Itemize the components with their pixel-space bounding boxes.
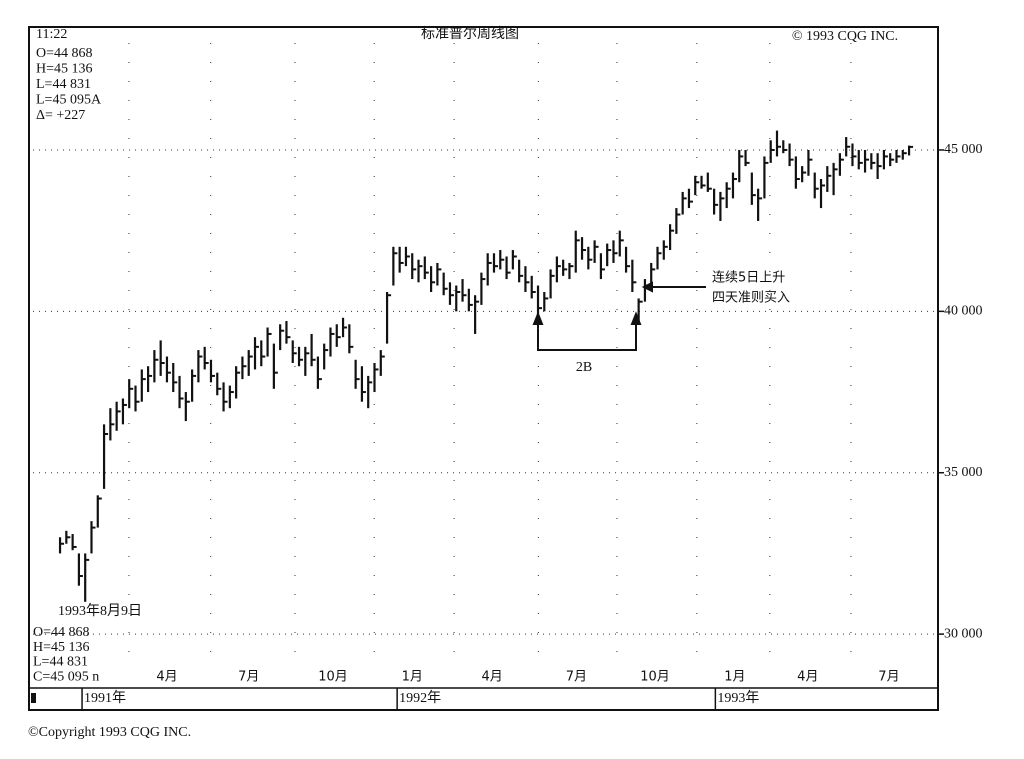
readout: H=45 136 (36, 62, 93, 77)
x-tick-label: 1月 (402, 670, 423, 685)
x-tick-label: 1月 (724, 670, 745, 685)
x-tick-label: 10月 (640, 670, 670, 685)
x-tick-label: 4月 (481, 670, 502, 685)
readout: L=45 095A (36, 93, 102, 108)
annotation-shapes (532, 281, 706, 351)
year-label: 1991年 (84, 690, 126, 706)
annotation: 连续5日上升 (712, 270, 785, 286)
bracket (537, 322, 637, 351)
copyright: © 1993 CQG INC. (792, 29, 898, 44)
x-tick-label: 7月 (238, 670, 259, 685)
readout: C=45 095 n (33, 669, 99, 684)
frame (28, 26, 939, 711)
time: 11:22 (36, 27, 67, 42)
year-label: 1993年 (717, 690, 759, 706)
annotation: 四天准则买入 (712, 291, 790, 306)
x-tick-label: 4月 (797, 670, 818, 685)
y-tick-label: 35 000 (944, 465, 983, 480)
x-tick-label: 7月 (878, 670, 899, 685)
readout-date: 1993年8月9日 (58, 603, 142, 619)
readout: L=44 831 (33, 655, 88, 670)
scroll-marker (31, 693, 36, 703)
x-tick-label: 4月 (156, 670, 177, 685)
x-tick-label: 7月 (566, 670, 587, 685)
y-tick-label: 40 000 (944, 304, 983, 319)
year-label: 1992年 (399, 690, 441, 706)
x-tick-label: 10月 (318, 670, 348, 685)
readout: O=44 868 (36, 46, 93, 61)
readout: O=44 868 (33, 625, 90, 640)
y-tick-label: 45 000 (944, 142, 983, 157)
readout: H=45 136 (33, 640, 90, 655)
y-tick-label: 30 000 (944, 626, 983, 641)
annotation: 2B (576, 360, 592, 375)
readout: L=44 831 (36, 77, 91, 92)
readout: Δ= +227 (36, 108, 85, 123)
footer: ©Copyright 1993 CQG INC. (28, 725, 191, 740)
arrow-head (532, 311, 544, 325)
chart-title: 标准普尔周线图 (421, 26, 519, 42)
